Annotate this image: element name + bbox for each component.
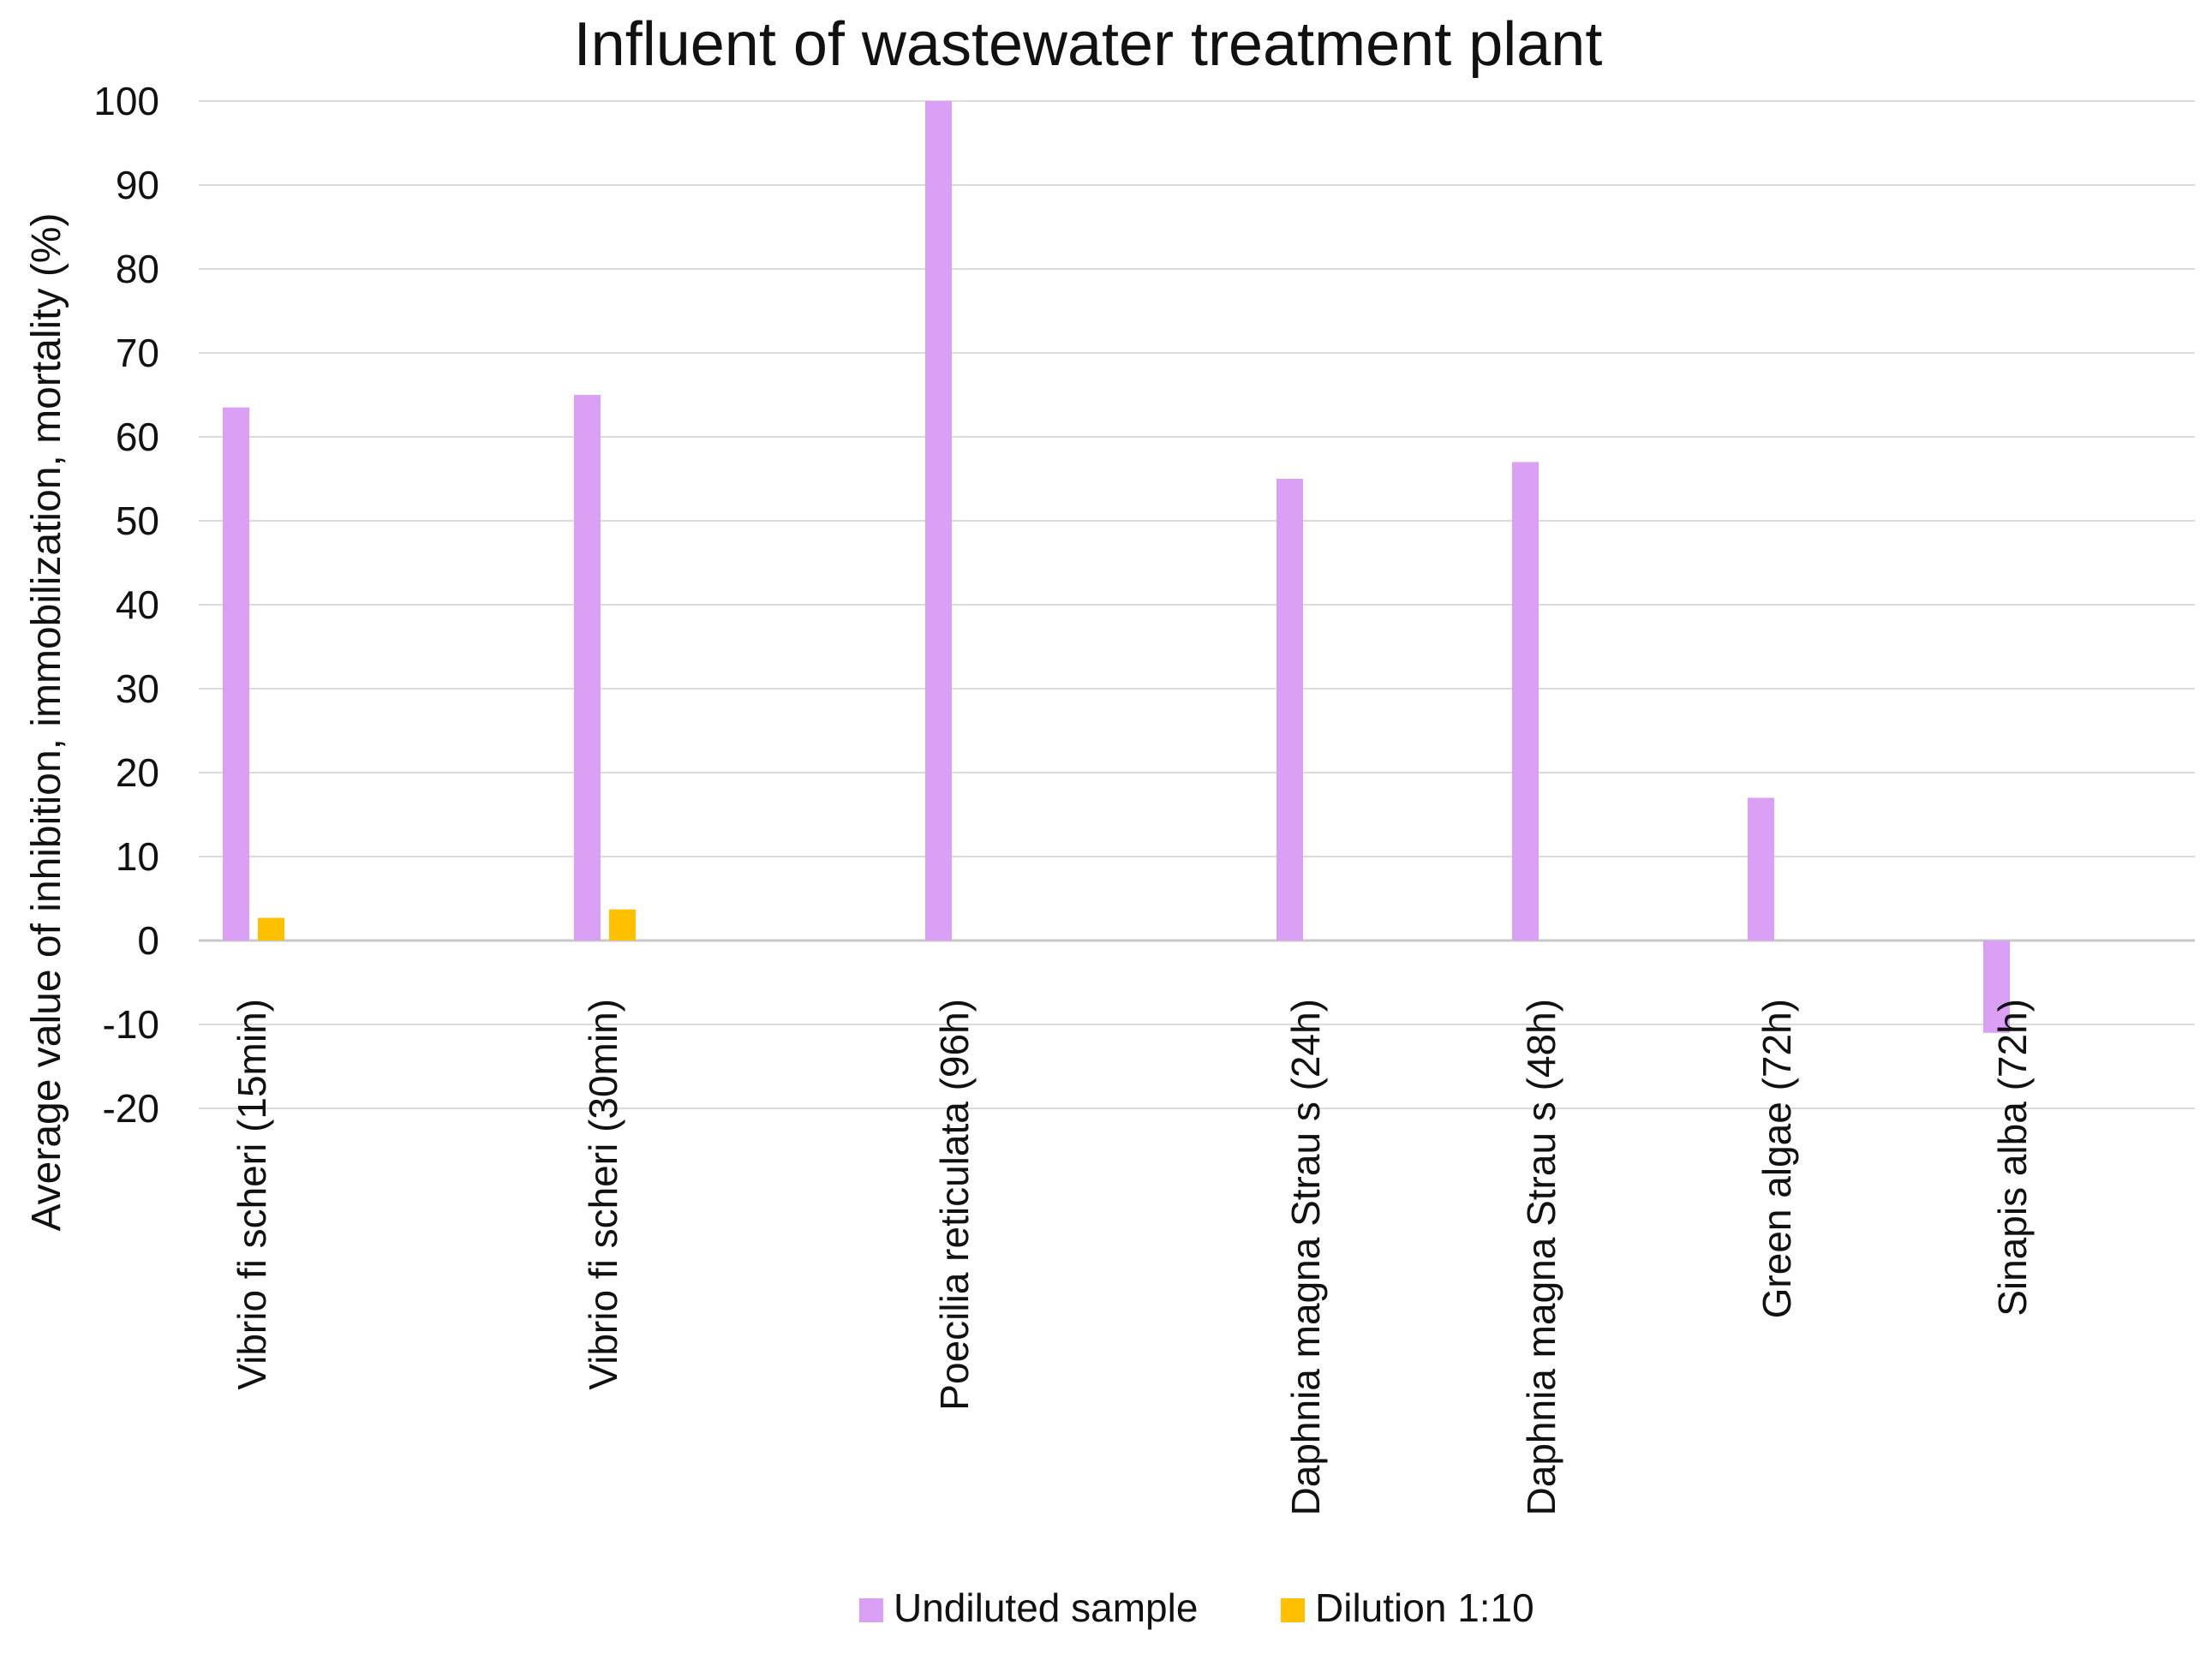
bar-dilution-0 xyxy=(258,917,284,940)
y-tick-label: 40 xyxy=(116,582,159,627)
bar-undiluted-3 xyxy=(1276,479,1303,940)
y-tick-label: 30 xyxy=(116,666,159,711)
y-tick-label: 70 xyxy=(116,331,159,375)
y-tick-label: 90 xyxy=(116,163,159,207)
y-tick-label: 80 xyxy=(116,247,159,291)
category-label: Sinapis alba (72h) xyxy=(1990,999,2035,1317)
bar-layer xyxy=(223,101,2010,1033)
y-tick-label: -20 xyxy=(103,1086,159,1131)
chart-title: Influent of wastewater treatment plant xyxy=(574,10,1603,79)
y-tick-label: 0 xyxy=(137,918,159,963)
bar-dilution-1 xyxy=(609,909,636,940)
bar-undiluted-4 xyxy=(1512,462,1539,940)
y-tick-label: 100 xyxy=(93,79,159,123)
y-axis-label: Average value of inhibition, immobilizat… xyxy=(24,213,69,1232)
category-label: Vibrio fi scheri (15min) xyxy=(230,999,274,1390)
category-label: Daphnia magna Strau s (24h) xyxy=(1283,999,1328,1515)
category-label: Green algae (72h) xyxy=(1755,999,1799,1318)
legend-label-dilution-1-10: Dilution 1:10 xyxy=(1315,1585,1534,1630)
category-label: Poecilia reticulata (96h) xyxy=(932,999,977,1411)
legend-swatch-undiluted-sample xyxy=(859,1598,883,1622)
bar-undiluted-5 xyxy=(1748,797,1774,940)
grid-layer xyxy=(199,100,2195,1109)
bar-undiluted-1 xyxy=(574,395,601,940)
y-tick-label: 20 xyxy=(116,750,159,795)
y-tick-label: 60 xyxy=(116,415,159,459)
legend-label-undiluted-sample: Undiluted sample xyxy=(894,1585,1198,1630)
legend: Undiluted sample Dilution 1:10 xyxy=(859,1585,1534,1630)
category-label-layer: Vibrio fi scheri (15min) Vibrio fi scheri… xyxy=(230,999,2035,1515)
bar-undiluted-2 xyxy=(925,101,952,940)
y-tick-label: 10 xyxy=(116,834,159,879)
legend-swatch-dilution-1-10 xyxy=(1281,1598,1305,1622)
y-tick-label: 50 xyxy=(116,499,159,543)
bar-undiluted-0 xyxy=(223,407,249,940)
bar-undiluted-6 xyxy=(1983,940,2010,1033)
category-label: Vibrio fi scheri (30min) xyxy=(581,999,625,1390)
category-label: Daphnia magna Strau s (48h) xyxy=(1519,999,1563,1515)
y-tick-label: -10 xyxy=(103,1002,159,1047)
